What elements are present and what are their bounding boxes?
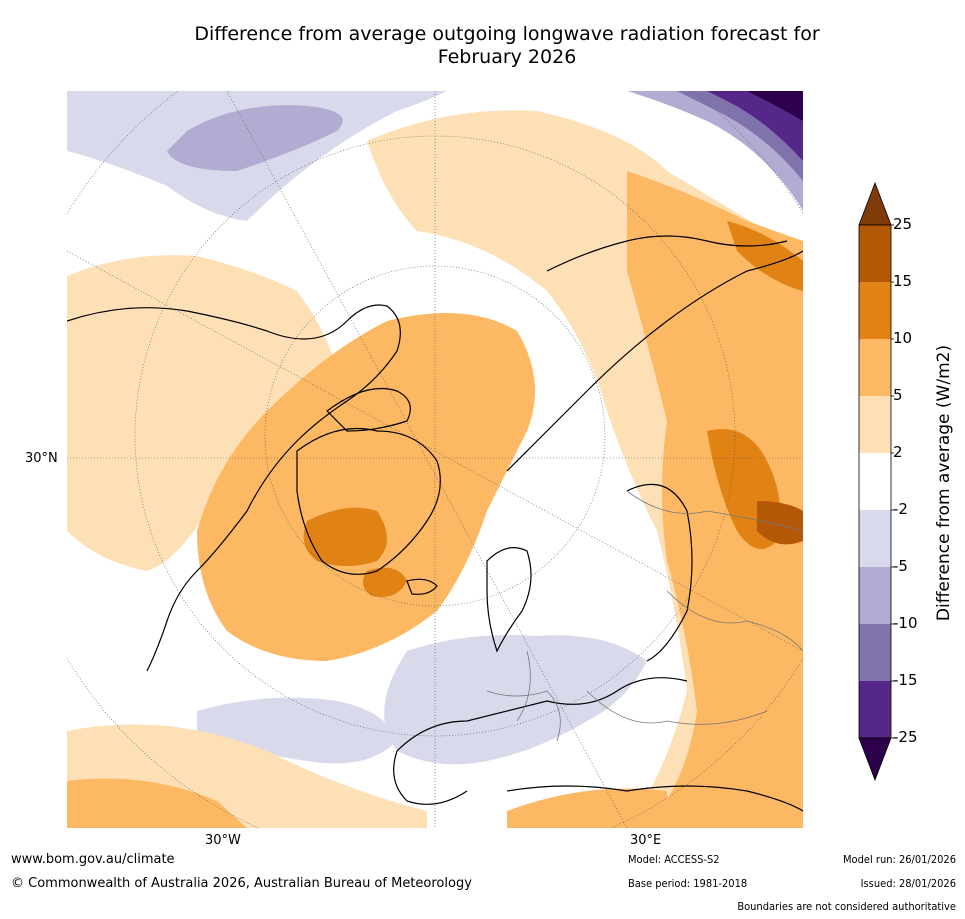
country-borders <box>486 490 803 742</box>
anomaly-positive-moderate-region-southwest <box>67 778 247 828</box>
border-europe-1 <box>486 690 561 742</box>
coastline-arctic-islands <box>326 387 411 432</box>
anomaly-negative-extreme-region <box>747 91 803 121</box>
coastline-scandinavia <box>486 547 532 653</box>
coastline-greenland <box>296 427 441 575</box>
coastline-iceland <box>406 578 438 595</box>
border-asia-2 <box>666 590 803 652</box>
anomaly-positive-moderate-region-arctic <box>197 313 535 661</box>
anomaly-positive-strong-region-greenland <box>303 507 387 566</box>
anomaly-positive-very-strong-region-east <box>757 501 803 545</box>
colorbar-extension-bottom <box>858 737 892 782</box>
coastline-north-america <box>67 304 401 672</box>
colorbar-tick-label: 15 <box>893 272 913 290</box>
coastline-iberia-africa <box>393 750 468 805</box>
colorbar-tick-label: -15 <box>893 671 918 689</box>
footer-disclaimer: Boundaries are not considered authoritat… <box>737 900 956 913</box>
latitude-label-30n: 30°N <box>25 451 58 466</box>
anomaly-positive-moderate-region-southeast <box>507 788 667 828</box>
latitude-circle-60n <box>264 265 606 607</box>
colorbar-band <box>859 624 891 681</box>
footer-copyright: © Commonwealth of Australia 2026, Austra… <box>11 876 472 891</box>
chart-title-line-1: Difference from average outgoing longwav… <box>194 23 820 45</box>
colorbar-label: Difference from average (W/m2) <box>934 344 954 622</box>
coastline-europe <box>396 677 688 752</box>
footer-issued: Issued: 28/01/2026 <box>860 877 956 890</box>
coastline-siberia-east <box>546 235 788 272</box>
border-asia-1 <box>586 690 768 725</box>
colorbar-band <box>859 396 891 453</box>
colorbar-band <box>859 567 891 624</box>
colorbar-tick-label: 10 <box>893 329 913 347</box>
anomaly-negative-weak-region-europe <box>384 635 647 765</box>
colorbar-band <box>859 453 891 510</box>
colorbar-outline <box>858 224 892 739</box>
border-russia-south <box>626 490 803 532</box>
polar-map <box>67 91 803 828</box>
colorbar-band <box>859 282 891 339</box>
colorbar-band <box>859 681 891 738</box>
graticule <box>67 91 803 828</box>
footer-url[interactable]: www.bom.gov.au/climate <box>11 852 175 867</box>
colorbar-tick-label: -10 <box>893 614 918 632</box>
footer-model-run: Model run: 26/01/2026 <box>843 853 956 866</box>
border-europe-2 <box>516 650 531 722</box>
chart-title-line-2: February 2026 <box>437 46 577 68</box>
coastline-north-africa-middle-east <box>506 785 803 812</box>
coastlines <box>67 235 803 812</box>
anomaly-positive-weak-region-west <box>67 255 337 571</box>
anomaly-positive-moderate-region-east <box>627 171 803 828</box>
colorbar-tick-label: -2 <box>893 500 908 518</box>
colorbar-band <box>859 225 891 282</box>
anomaly-negative-very-strong-region <box>707 91 803 161</box>
footer-base-period: Base period: 1981-2018 <box>628 877 748 890</box>
coastline-siberia-north <box>506 250 803 472</box>
colorbar-tick-label: 2 <box>893 443 903 461</box>
colorbar-tick-label: 25 <box>893 215 913 233</box>
longitude-label-30w: 30°W <box>205 833 241 848</box>
footer-model: Model: ACCESS-S2 <box>628 853 720 866</box>
anomaly-negative-moderate-region-northwest <box>167 105 343 171</box>
longitude-label-30e: 30°E <box>630 833 662 848</box>
colorbar-band <box>859 510 891 567</box>
anomaly-positive-strong-region-northeast <box>727 221 803 291</box>
colorbar-extension-top <box>858 181 892 226</box>
colorbar-tick-label: -25 <box>893 728 918 746</box>
colorbar-band <box>859 339 891 396</box>
colorbar-tick-label: 5 <box>893 386 903 404</box>
coastline-asia <box>626 483 693 662</box>
anomaly-positive-strong-region-iceland <box>363 567 407 597</box>
colorbar-tick-label: -5 <box>893 557 908 575</box>
